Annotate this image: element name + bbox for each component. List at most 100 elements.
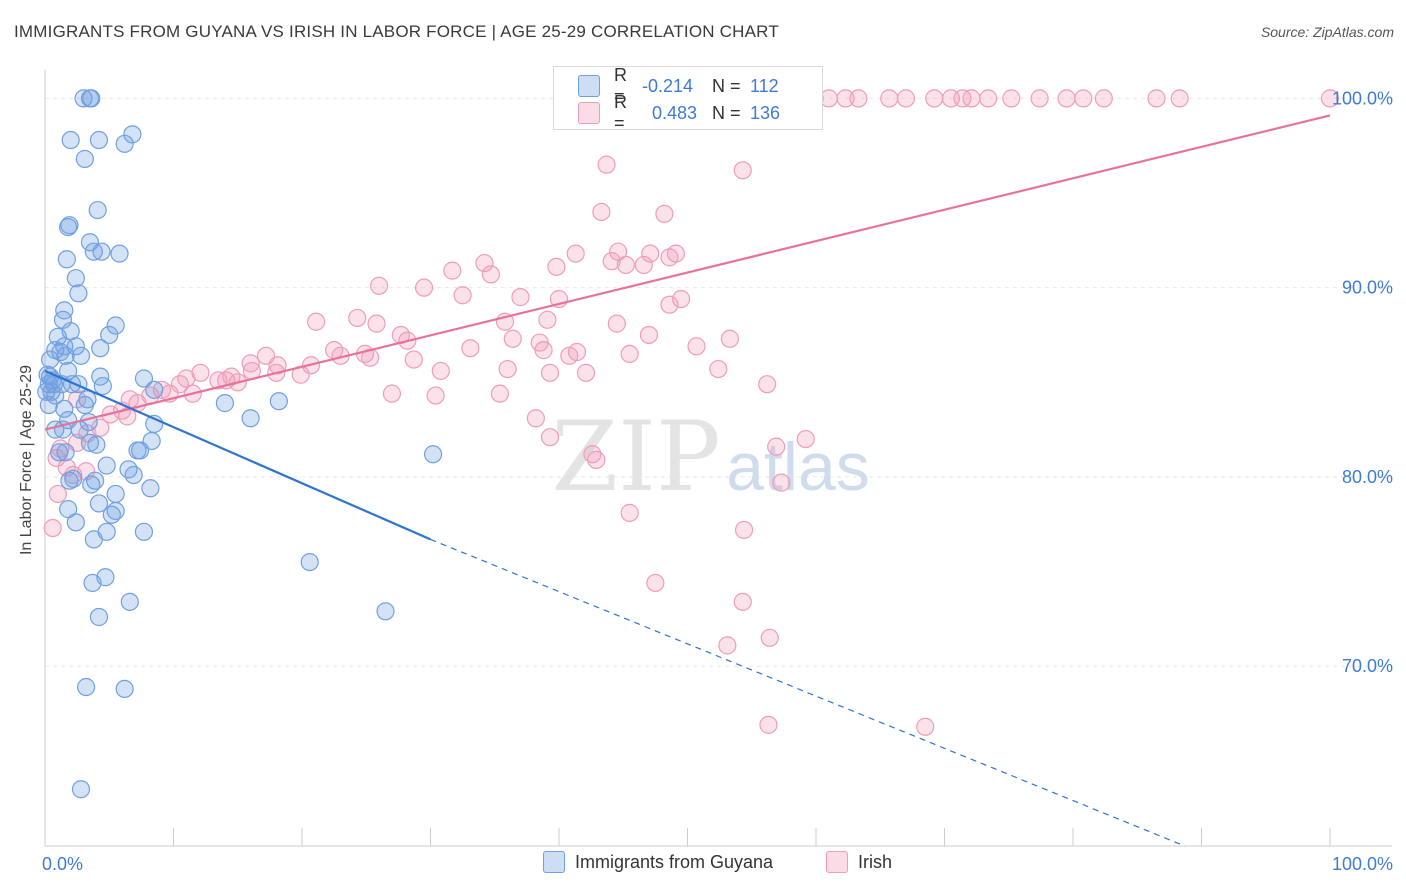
- irish-point: [634, 255, 653, 275]
- guyana-point: [50, 443, 69, 462]
- irish-point: [620, 503, 639, 522]
- irish-point: [567, 342, 587, 362]
- guyana-point: [48, 327, 67, 346]
- guyana-point: [84, 242, 103, 261]
- irish-point: [443, 261, 462, 280]
- guyana-point: [88, 200, 107, 220]
- irish-point: [475, 253, 494, 273]
- irish-point: [404, 350, 423, 369]
- irish-point: [660, 248, 679, 267]
- y-tick-label: 100.0%: [1332, 88, 1393, 108]
- guyana-point: [59, 217, 78, 237]
- irish-point: [431, 361, 450, 381]
- guyana-point: [376, 602, 395, 621]
- guyana-point: [74, 89, 93, 108]
- chart-title: IMMIGRANTS FROM GUYANA VS IRISH IN LABOR…: [14, 22, 779, 41]
- guyana-trend-line: [44, 369, 431, 541]
- irish-points: [43, 89, 1340, 736]
- guyana-point: [75, 395, 94, 415]
- guyana-point: [39, 395, 58, 415]
- guyana-point: [69, 375, 88, 394]
- legend-swatch-irish: [578, 102, 600, 124]
- irish-point: [641, 244, 660, 263]
- guyana-point: [66, 513, 85, 532]
- guyana-point: [82, 89, 101, 108]
- y-tick-labels: 70.0% 80.0% 90.0% 100.0%: [1332, 88, 1393, 676]
- irish-point: [671, 289, 691, 309]
- y-tick-label: 80.0%: [1342, 467, 1393, 487]
- irish-point: [718, 636, 737, 655]
- irish-point: [639, 325, 659, 345]
- trend-lines: [44, 114, 1331, 847]
- irish-point: [1002, 89, 1021, 108]
- guyana-point: [130, 441, 150, 460]
- series-swatch-irish: [826, 851, 848, 873]
- guyana-point: [55, 301, 74, 320]
- legend-r-value: 0.483: [652, 102, 698, 123]
- irish-point: [620, 344, 639, 364]
- guyana-point: [71, 346, 91, 365]
- irish-point: [538, 310, 557, 329]
- guyana-point: [123, 125, 142, 144]
- irish-point: [382, 384, 402, 403]
- source-credit: Source: ZipAtlas.com: [1260, 24, 1394, 40]
- guyana-point: [93, 376, 112, 396]
- guyana-point: [134, 522, 154, 541]
- legend-row-irish: R = 0.483 N = 136: [578, 92, 781, 133]
- irish-point: [849, 89, 868, 108]
- irish-point: [734, 520, 754, 540]
- guyana-point: [84, 530, 103, 549]
- irish-point: [1074, 89, 1093, 108]
- guyana-point: [141, 479, 160, 498]
- guyana-point: [89, 607, 109, 627]
- watermark: ZIP atlas: [551, 401, 869, 513]
- irish-point: [530, 333, 549, 352]
- guyana-point: [75, 149, 94, 169]
- legend-n-value: 136: [750, 102, 781, 123]
- irish-point: [367, 314, 386, 333]
- legend-n-label: N =: [712, 102, 741, 123]
- guyana-point: [115, 134, 134, 153]
- irish-point: [597, 155, 616, 174]
- guyana-trend-extension: [430, 538, 1186, 847]
- x-tick-labels: 0.0% 100.0%: [42, 854, 1393, 874]
- irish-point: [576, 363, 596, 382]
- legend-r-label: R =: [614, 65, 627, 106]
- irish-point: [461, 339, 480, 358]
- guyana-point: [97, 456, 116, 475]
- guyana-point: [115, 679, 134, 699]
- legend-r-label: R =: [614, 92, 627, 133]
- guyana-point: [119, 460, 138, 479]
- irish-point: [307, 312, 326, 331]
- guyana-point: [106, 316, 125, 335]
- guyana-point: [145, 380, 164, 399]
- irish-point: [767, 437, 786, 456]
- irish-point: [760, 628, 779, 647]
- irish-point: [733, 592, 752, 611]
- irish-point: [772, 473, 791, 492]
- guyana-point: [89, 494, 109, 513]
- irish-point: [758, 375, 777, 394]
- irish-point: [481, 265, 500, 284]
- guyana-point: [91, 339, 110, 358]
- irish-point: [48, 484, 67, 504]
- irish-point: [1094, 89, 1113, 108]
- watermark-zip: ZIP: [551, 401, 720, 513]
- guyana-point: [69, 284, 88, 303]
- guyana-point: [55, 399, 74, 418]
- irish-point: [57, 458, 76, 477]
- x-tick-label: 100.0%: [1332, 854, 1393, 874]
- irish-point: [1170, 89, 1189, 108]
- series-swatch-guyana: [543, 851, 565, 873]
- guyana-point: [64, 469, 83, 488]
- legend-swatch-guyana: [578, 75, 600, 97]
- irish-point: [616, 255, 635, 275]
- guyana-point: [110, 244, 129, 263]
- irish-point: [547, 257, 566, 276]
- irish-point: [453, 286, 472, 305]
- irish-point: [646, 573, 665, 593]
- legend-n-label: N =: [712, 75, 741, 96]
- y-axis-label: In Labor Force | Age 25-29: [18, 364, 35, 556]
- irish-point: [43, 518, 62, 538]
